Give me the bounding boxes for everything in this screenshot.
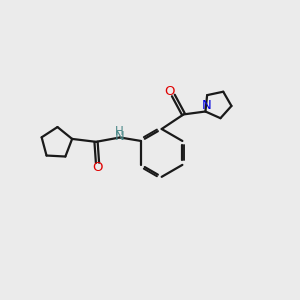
Text: H: H — [115, 125, 124, 138]
Text: O: O — [92, 161, 103, 174]
Text: N: N — [202, 99, 212, 112]
Text: O: O — [164, 85, 175, 98]
Text: N: N — [115, 130, 124, 143]
